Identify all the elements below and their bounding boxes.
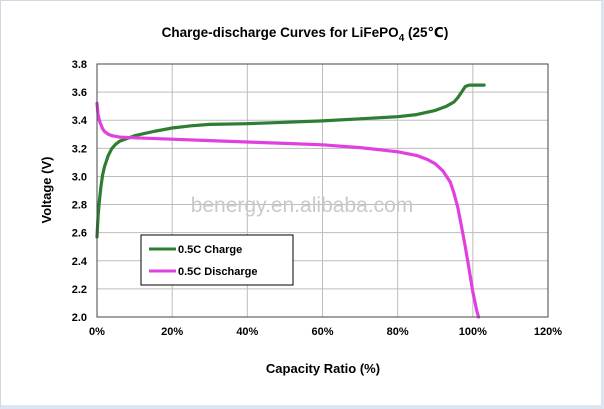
series-layer bbox=[95, 83, 486, 319]
series-line-charge bbox=[95, 83, 486, 239]
y-tick-label: 2.6 bbox=[72, 228, 87, 240]
watermark-text: benergy.en.alibaba.com bbox=[191, 194, 414, 217]
x-tick-label: 40% bbox=[236, 326, 258, 338]
x-tick-label: 120% bbox=[534, 326, 562, 338]
legend-label-discharge: 0.5C Discharge bbox=[178, 266, 257, 278]
series-line-discharge bbox=[95, 101, 481, 319]
y-tick-label: 3.6 bbox=[72, 87, 87, 99]
y-tick-label: 2.4 bbox=[72, 256, 88, 268]
legend-label-charge: 0.5C Charge bbox=[178, 244, 242, 256]
legend-box bbox=[140, 234, 294, 286]
x-tick-label: 80% bbox=[387, 326, 409, 338]
x-tick-label: 0% bbox=[89, 326, 105, 338]
x-tick-label: 100% bbox=[459, 326, 487, 338]
y-tick-label: 2.8 bbox=[72, 200, 87, 212]
plot-border bbox=[96, 63, 549, 318]
y-axis-ticks: 2.0 2.2 2.4 2.6 2.8 3.0 3.2 3.4 3.6 3.8 bbox=[72, 59, 88, 324]
y-tick-label: 2.0 bbox=[72, 312, 87, 324]
y-tick-label: 2.2 bbox=[72, 284, 87, 296]
x-axis-ticks: 0% 20% 40% 60% 80% 100% 120% bbox=[89, 326, 562, 338]
chart-title-subscript: 4 bbox=[399, 33, 405, 44]
legend: 0.5C Charge 0.5C Discharge bbox=[140, 234, 294, 286]
y-tick-label: 3.4 bbox=[72, 115, 88, 127]
x-axis-label: Capacity Ratio (%) bbox=[266, 361, 380, 376]
y-tick-label: 3.2 bbox=[72, 143, 87, 155]
y-tick-label: 3.8 bbox=[72, 59, 87, 71]
x-tick-label: 20% bbox=[161, 326, 183, 338]
chart-title: Charge-discharge Curves for LiFePO4 (25℃… bbox=[162, 25, 449, 44]
chart-title-main: Charge-discharge Curves for LiFePO bbox=[162, 25, 399, 40]
y-tick-label: 3.0 bbox=[72, 171, 87, 183]
y-axis-label: Voltage (V) bbox=[39, 157, 54, 224]
chart-title-suffix: (25℃) bbox=[404, 25, 448, 40]
x-tick-label: 60% bbox=[311, 326, 333, 338]
